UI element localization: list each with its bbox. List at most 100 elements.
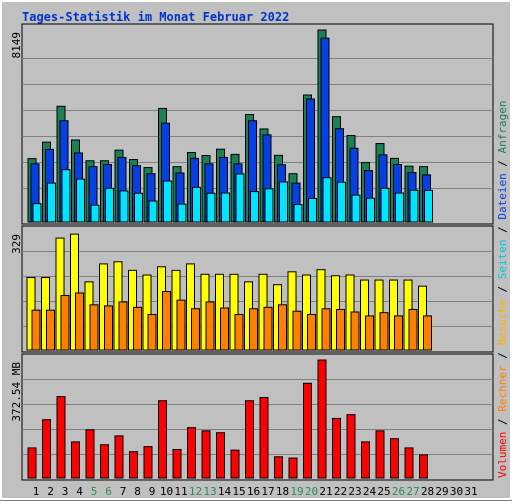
bar-seiten-day-11 [177, 203, 187, 223]
bar-seiten-day-19 [293, 204, 303, 223]
bar-seiten-day-18 [279, 181, 288, 223]
bar-seiten-day-7 [119, 190, 129, 223]
bar-seiten-day-5 [90, 204, 100, 223]
bar-seiten-day-14 [221, 192, 230, 223]
legend-part-7: / [496, 220, 509, 240]
x-tick-label-day-17: 17 [261, 485, 274, 498]
x-tick-label-day-15: 15 [232, 485, 245, 498]
x-tick-label-day-3: 3 [62, 485, 69, 498]
legend-part-10: Anfragen [496, 100, 509, 153]
bar-volumen-day-2 [42, 419, 51, 479]
bar-volumen-day-1 [27, 447, 37, 479]
bar-volumen-day-21 [317, 359, 327, 479]
bar-volumen-day-19 [288, 457, 298, 479]
bar-seiten-day-28 [424, 189, 433, 223]
x-tick-label-day-1: 1 [33, 485, 40, 498]
bar-volumen-day-4 [71, 441, 80, 479]
bar-rechner-day-11 [176, 299, 186, 351]
x-tick-label-day-2: 2 [47, 485, 54, 498]
bar-volumen-day-3 [56, 396, 66, 479]
bar-volumen-day-6 [100, 444, 109, 479]
bar-seiten-day-4 [76, 178, 85, 223]
bar-seiten-day-27 [409, 189, 419, 223]
bar-rechner-day-24 [365, 315, 374, 351]
x-tick-label-day-10: 10 [160, 485, 173, 498]
legend-part-6: Seiten [496, 240, 509, 280]
bar-volumen-day-8 [129, 451, 138, 479]
x-tick-label-day-14: 14 [218, 485, 232, 498]
bar-volumen-day-9 [143, 446, 153, 479]
bar-seiten-day-6 [105, 187, 114, 223]
bar-rechner-day-26 [394, 315, 403, 351]
bar-rechner-day-12 [191, 308, 200, 351]
bar-volumen-day-14 [216, 432, 225, 479]
bar-volumen-day-13 [201, 430, 211, 479]
legend-part-4: Besuche [496, 299, 509, 345]
x-tick-label-day-5: 5 [91, 485, 98, 498]
bar-seiten-day-16 [250, 191, 259, 223]
bar-volumen-day-27 [404, 447, 414, 479]
legend-part-2: Rechner [496, 365, 509, 412]
bar-volumen-day-17 [259, 397, 269, 479]
bar-seiten-day-3 [61, 169, 71, 223]
x-tick-label-day-29: 29 [435, 485, 448, 498]
bar-besuche-day-3 [55, 237, 65, 351]
x-tick-label-day-13: 13 [203, 485, 216, 498]
bar-volumen-day-20 [303, 382, 312, 479]
bar-rechner-day-2 [46, 309, 55, 351]
bar-rechner-day-10 [162, 291, 171, 351]
x-tick-label-day-18: 18 [276, 485, 289, 498]
legend-part-5: / [496, 279, 509, 299]
bar-besuche-day-9 [142, 274, 152, 351]
bar-rechner-day-14 [220, 307, 229, 351]
bar-volumen-day-25 [375, 430, 385, 479]
bar-rechner-day-23 [350, 311, 360, 351]
x-tick-label-day-21: 21 [319, 485, 332, 498]
bar-volumen-day-10 [158, 400, 167, 479]
bar-seiten-day-12 [192, 186, 201, 223]
bar-rechner-day-18 [278, 304, 287, 351]
bar-rechner-day-22 [336, 308, 345, 351]
bar-besuche-day-20 [302, 274, 311, 351]
bar-seiten-day-13 [206, 192, 216, 223]
bar-seiten-day-8 [134, 192, 143, 223]
bar-volumen-day-5 [85, 429, 95, 479]
bar-besuche-day-15 [229, 273, 239, 351]
x-tick-label-day-31: 31 [464, 485, 477, 498]
bar-volumen-day-7 [114, 435, 124, 479]
bar-besuche-day-12 [186, 263, 195, 351]
bar-rechner-day-21 [321, 308, 331, 351]
legend-part-0: Volumen [496, 432, 509, 478]
bar-volumen-day-24 [361, 441, 370, 479]
bar-rechner-day-19 [292, 310, 302, 351]
bar-seiten-day-10 [163, 180, 172, 223]
bar-rechner-day-13 [205, 301, 215, 351]
x-tick-label-day-6: 6 [105, 485, 112, 498]
bar-volumen-day-26 [390, 438, 399, 479]
y-max-label-panel-2: 329 [10, 234, 23, 254]
bar-seiten-day-22 [337, 181, 346, 223]
x-tick-label-day-7: 7 [120, 485, 127, 498]
bar-seiten-day-9 [148, 200, 158, 223]
x-tick-label-day-27: 27 [406, 485, 419, 498]
x-tick-label-day-9: 9 [149, 485, 156, 498]
x-tick-label-day-11: 11 [174, 485, 187, 498]
bar-volumen-day-18 [274, 456, 283, 479]
x-tick-label-day-22: 22 [334, 485, 347, 498]
page-title: Tages-Statistik im Monat Februar 2022 [22, 10, 290, 24]
bar-rechner-day-20 [307, 313, 316, 351]
bar-volumen-day-23 [346, 414, 356, 479]
bar-seiten-day-26 [395, 192, 404, 223]
y-max-label-panel-3: 372.54 MB [10, 362, 23, 422]
x-tick-label-day-20: 20 [305, 485, 318, 498]
bar-besuche-day-26 [389, 279, 398, 351]
y-max-label-panel-1: 8149 [10, 32, 23, 59]
x-tick-label-day-12: 12 [189, 485, 202, 498]
bar-seiten-day-25 [380, 187, 390, 223]
bar-rechner-day-15 [234, 313, 244, 351]
bar-volumen-day-22 [332, 417, 341, 479]
bar-seiten-day-2 [47, 182, 56, 223]
bar-rechner-day-5 [89, 304, 99, 351]
